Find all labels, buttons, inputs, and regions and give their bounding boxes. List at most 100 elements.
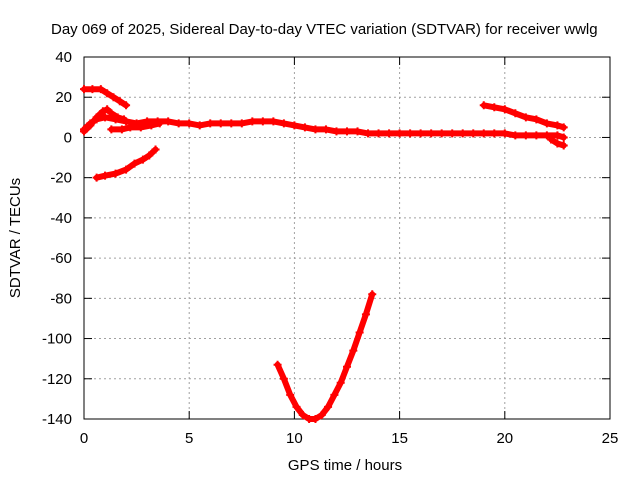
data-point xyxy=(292,402,301,411)
data-point xyxy=(311,125,320,134)
data-point xyxy=(547,135,556,144)
x-tick-label: 15 xyxy=(391,430,408,447)
data-point xyxy=(155,119,164,128)
data-point xyxy=(86,121,95,130)
data-point xyxy=(324,402,333,411)
data-point xyxy=(559,133,568,142)
y-tick-label: -100 xyxy=(42,331,72,348)
data-point xyxy=(521,131,530,140)
series-negative-track xyxy=(92,145,160,182)
x-axis-label: GPS time / hours xyxy=(288,457,402,474)
y-tick-label: -140 xyxy=(42,411,72,428)
data-point xyxy=(300,123,309,132)
data-point xyxy=(103,105,112,114)
grid-lines xyxy=(84,57,610,419)
data-point xyxy=(490,129,499,138)
data-point xyxy=(343,362,351,371)
data-point xyxy=(206,119,215,128)
data-point xyxy=(500,129,509,138)
data-point xyxy=(122,101,131,110)
data-point xyxy=(273,360,282,369)
data-point xyxy=(122,165,131,174)
data-point xyxy=(521,113,530,122)
data-point xyxy=(385,129,394,138)
data-point xyxy=(248,117,257,126)
data-point xyxy=(237,119,246,128)
data-point xyxy=(532,131,541,140)
data-point xyxy=(511,131,520,140)
axis-ticks: 0 5 10 15 20 25 40 20 0 -20 -40 -60 -80 -100 -120 -140 xyxy=(42,49,618,447)
series-dip-track xyxy=(273,290,377,423)
data-point xyxy=(185,119,194,128)
data-point xyxy=(448,129,457,138)
data-point xyxy=(479,101,488,110)
data-point xyxy=(349,346,358,355)
data-point xyxy=(458,129,467,138)
data-marks xyxy=(80,85,568,423)
data-point xyxy=(511,109,520,118)
series-line xyxy=(274,291,376,422)
data-point xyxy=(117,125,126,134)
data-point xyxy=(130,159,139,168)
data-point xyxy=(364,129,373,138)
data-point xyxy=(145,151,154,160)
data-point xyxy=(298,410,307,419)
y-tick-label: -40 xyxy=(50,210,72,227)
data-point xyxy=(332,127,341,136)
data-point xyxy=(113,113,122,122)
data-point xyxy=(374,129,383,138)
data-point xyxy=(216,119,225,128)
data-point xyxy=(553,139,562,148)
data-point xyxy=(92,113,101,122)
data-point xyxy=(80,127,88,136)
data-point xyxy=(416,129,425,138)
data-point xyxy=(195,121,204,130)
data-point xyxy=(542,119,551,128)
data-point xyxy=(126,123,135,132)
data-point xyxy=(88,85,97,94)
y-tick-label: -60 xyxy=(50,250,72,267)
data-point xyxy=(336,378,345,387)
data-point xyxy=(355,328,364,337)
data-point xyxy=(111,169,120,178)
x-tick-label: 0 xyxy=(80,430,88,447)
data-point xyxy=(101,171,110,180)
y-tick-label: 20 xyxy=(55,89,72,106)
data-point xyxy=(500,105,509,114)
data-point xyxy=(437,129,446,138)
data-point xyxy=(119,115,128,124)
data-point xyxy=(317,410,326,419)
data-point xyxy=(469,129,478,138)
y-tick-label: -20 xyxy=(50,170,72,187)
series-end-spread xyxy=(547,135,568,150)
data-point xyxy=(279,374,288,383)
series-high-track xyxy=(80,85,131,110)
data-point xyxy=(174,119,183,128)
x-tick-label: 25 xyxy=(602,430,619,447)
data-point xyxy=(136,123,145,132)
y-axis-label: SDTVAR / TECUs xyxy=(7,178,24,298)
data-point xyxy=(532,115,541,124)
data-point xyxy=(479,129,488,138)
data-point xyxy=(559,123,568,132)
y-tick-label: 0 xyxy=(64,129,72,146)
data-point xyxy=(311,415,320,423)
data-point xyxy=(98,107,107,116)
data-point xyxy=(164,117,173,126)
data-point xyxy=(343,127,351,136)
x-tick-label: 10 xyxy=(286,430,303,447)
plot-frame xyxy=(83,56,611,420)
data-point xyxy=(80,85,88,94)
data-point xyxy=(115,97,124,106)
y-tick-label: -80 xyxy=(50,290,72,307)
x-tick-label: 20 xyxy=(496,430,513,447)
data-point xyxy=(107,109,116,118)
data-point xyxy=(103,89,112,98)
data-point xyxy=(427,129,436,138)
y-tick-label: 40 xyxy=(55,49,72,66)
series-lower-band xyxy=(107,119,164,134)
data-point xyxy=(490,103,499,112)
data-point xyxy=(258,117,267,126)
data-point xyxy=(147,121,156,130)
